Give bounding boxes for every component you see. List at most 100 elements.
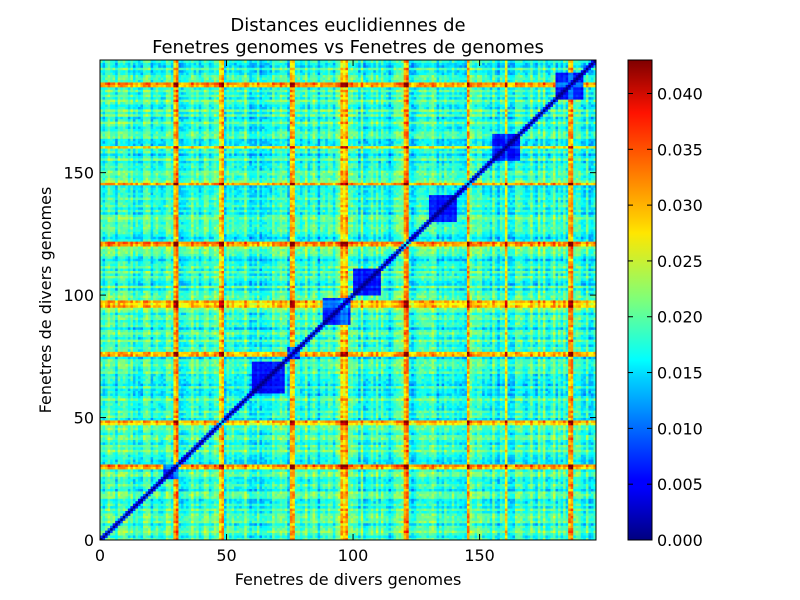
- heatmap-cell: [193, 513, 197, 516]
- heatmap-cell: [527, 520, 531, 524]
- heatmap-cell: [517, 520, 521, 524]
- heatmap-cell: [125, 505, 129, 509]
- heatmap-cell: [482, 515, 486, 519]
- heatmap-cell: [504, 500, 508, 504]
- heatmap-cell: [520, 481, 524, 485]
- heatmap-cell: [180, 520, 184, 524]
- heatmap-cell: [186, 513, 189, 516]
- heatmap-cell: [274, 505, 278, 509]
- heatmap-cell: [383, 488, 387, 492]
- heatmap-cell: [588, 527, 592, 531]
- heatmap-cell: [274, 493, 278, 497]
- heatmap-cell: [454, 505, 458, 509]
- heatmap-cell: [439, 495, 443, 499]
- heatmap-cell: [444, 481, 448, 485]
- heatmap-cell: [565, 527, 569, 531]
- heatmap-cell: [451, 495, 455, 499]
- heatmap-cell: [552, 515, 556, 519]
- heatmap-cell: [580, 500, 584, 504]
- heatmap-cell: [373, 520, 377, 524]
- heatmap-cell: [535, 488, 539, 492]
- heatmap-cell: [509, 527, 513, 531]
- heatmap-cell: [585, 535, 589, 538]
- heatmap-cell: [117, 491, 121, 494]
- heatmap-cell: [580, 495, 584, 499]
- heatmap-cell: [158, 481, 162, 485]
- heatmap-cell: [385, 515, 389, 519]
- heatmap-cell: [398, 508, 402, 512]
- heatmap-cell: [509, 493, 513, 497]
- heatmap-cell: [444, 493, 448, 497]
- heatmap-cell: [431, 486, 435, 489]
- heatmap-cell: [522, 491, 526, 494]
- heatmap-cell: [441, 517, 445, 521]
- heatmap-cell: [269, 508, 273, 512]
- heatmap-cell: [456, 520, 460, 524]
- heatmap-cell: [398, 493, 402, 497]
- heatmap-cell: [360, 510, 364, 514]
- heatmap-cell: [122, 488, 126, 492]
- heatmap-cell: [449, 498, 453, 502]
- heatmap-cell: [542, 510, 546, 514]
- heatmap-cell: [261, 503, 265, 507]
- heatmap-cell: [254, 517, 258, 521]
- heatmap-cell: [320, 510, 324, 514]
- heatmap-cell: [304, 495, 308, 499]
- heatmap-cell: [307, 527, 311, 531]
- heatmap-cell: [221, 537, 225, 540]
- heatmap-cell: [583, 520, 587, 524]
- heatmap-cell: [322, 532, 326, 536]
- heatmap-cell: [484, 508, 488, 512]
- heatmap-cell: [292, 508, 296, 512]
- heatmap-cell: [396, 478, 400, 482]
- heatmap-cell: [259, 481, 263, 485]
- heatmap-cell: [575, 525, 579, 529]
- heatmap-cell: [454, 491, 458, 494]
- heatmap-cell: [398, 498, 402, 502]
- heatmap-cell: [565, 508, 569, 512]
- heatmap-cell: [297, 535, 301, 538]
- heatmap-cell: [368, 481, 372, 485]
- heatmap-cell: [310, 527, 313, 531]
- heatmap-cell: [353, 500, 356, 504]
- heatmap-cell: [358, 525, 362, 529]
- heatmap-cell: [186, 505, 189, 509]
- heatmap-cell: [527, 488, 531, 492]
- heatmap-cell: [140, 517, 144, 521]
- heatmap-cell: [218, 491, 222, 494]
- heatmap-cell: [211, 476, 215, 480]
- heatmap-cell: [198, 476, 202, 480]
- heatmap-cell: [530, 503, 534, 507]
- heatmap-cell: [590, 520, 594, 524]
- heatmap-cell: [312, 488, 316, 492]
- heatmap-cell: [198, 522, 202, 526]
- heatmap-cell: [160, 493, 164, 497]
- heatmap-cell: [530, 527, 534, 531]
- heatmap-cell: [335, 510, 339, 514]
- heatmap-cell: [540, 532, 544, 536]
- heatmap-cell: [464, 535, 468, 538]
- heatmap-cell: [355, 495, 359, 499]
- heatmap-cell: [337, 525, 341, 529]
- heatmap-cell: [492, 517, 496, 521]
- heatmap-cell: [229, 488, 232, 492]
- heatmap-cell: [413, 493, 417, 497]
- heatmap-cell: [406, 486, 410, 489]
- heatmap-cell: [568, 515, 572, 519]
- heatmap-cell: [560, 510, 564, 514]
- heatmap-cell: [469, 527, 473, 531]
- heatmap-cell: [226, 513, 230, 516]
- heatmap-cell: [102, 517, 106, 521]
- heatmap-cell: [203, 535, 207, 538]
- heatmap-cell: [218, 481, 222, 485]
- heatmap-cell: [246, 520, 250, 524]
- heatmap-cell: [289, 505, 293, 509]
- heatmap-cell: [360, 495, 364, 499]
- heatmap-cell: [122, 493, 126, 497]
- heatmap-cell: [188, 486, 192, 489]
- heatmap-cell: [145, 513, 149, 516]
- heatmap-cell: [224, 530, 227, 534]
- heatmap-cell: [393, 508, 397, 512]
- heatmap-cell: [337, 508, 341, 512]
- heatmap-cell: [112, 491, 116, 494]
